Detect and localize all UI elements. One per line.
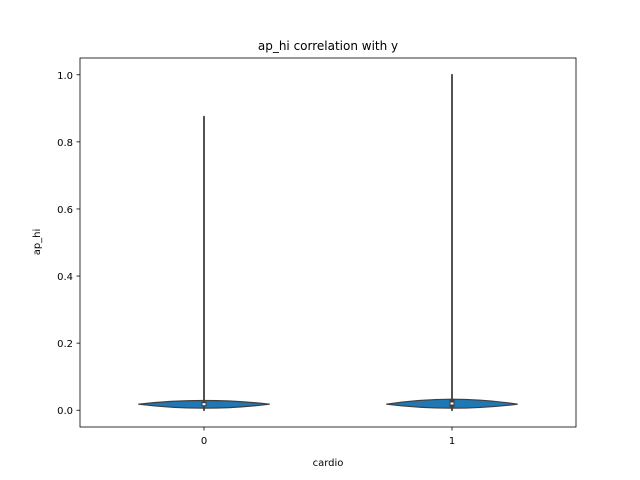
axes-frame [79,57,577,428]
plot-area [138,73,518,412]
y-tick-label: 0.8 [57,138,73,149]
y-axis: 0.0 0.2 0.4 0.6 0.8 1.0 [57,71,80,417]
x-tick-label: 1 [449,436,455,447]
x-axis-label: cardio [313,458,344,469]
y-tick-label: 0.0 [57,406,73,417]
chart-title: ap_hi correlation with y [258,39,398,53]
y-tick-label: 0.4 [57,272,73,283]
violin-median-0 [202,403,206,406]
x-tick-label: 0 [201,436,207,447]
y-tick-label: 0.2 [57,339,73,350]
y-tick-label: 0.6 [57,205,73,216]
y-tick-label: 1.0 [57,71,73,82]
violin-median-1 [450,402,454,405]
y-axis-label: ap_hi [32,229,43,256]
